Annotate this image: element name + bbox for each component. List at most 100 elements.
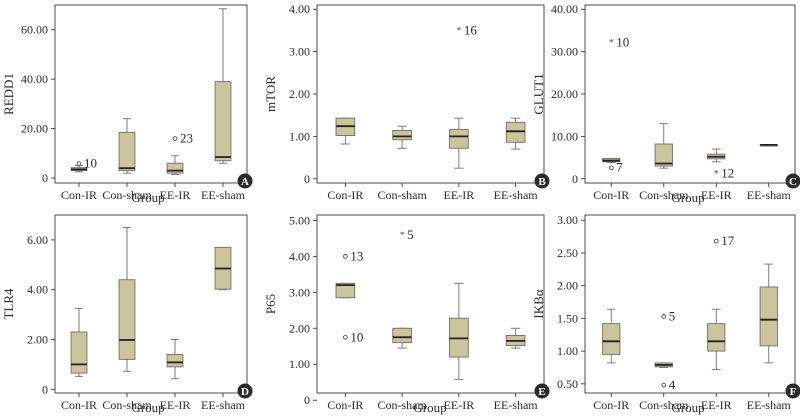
box-ee-ir bbox=[707, 148, 726, 163]
outlier-circle bbox=[661, 314, 667, 319]
plot-frame bbox=[54, 214, 248, 394]
y-tick-label: 4.00 bbox=[289, 249, 310, 263]
y-tick-label: 0 bbox=[304, 393, 310, 407]
x-tick-label: Con-sham bbox=[639, 188, 689, 202]
x-axis-label: Group bbox=[131, 400, 164, 415]
box-ee-sham bbox=[759, 263, 778, 364]
plot-frame bbox=[316, 4, 545, 184]
outlier-circle bbox=[343, 334, 348, 340]
panel-letter: C bbox=[789, 176, 797, 188]
iqr-box bbox=[392, 327, 412, 344]
iqr-box bbox=[449, 129, 469, 149]
box-con-sham bbox=[118, 226, 136, 372]
box-con-ir bbox=[335, 282, 356, 299]
y-tick-label: 2.50 bbox=[557, 246, 578, 260]
outlier-label: 5 bbox=[407, 227, 414, 242]
y-tick-label: 4.00 bbox=[27, 283, 48, 297]
outlier-label: 5 bbox=[669, 308, 676, 323]
box-con-sham bbox=[118, 118, 136, 174]
y-tick-label: 0.50 bbox=[557, 377, 578, 391]
panel-badge bbox=[785, 173, 800, 189]
box-con-ir bbox=[70, 165, 88, 173]
x-tick-label: Con-IR bbox=[61, 188, 97, 202]
x-tick-label: EE-IR bbox=[160, 398, 191, 412]
x-tick-label: Con-sham bbox=[102, 188, 152, 202]
x-tick-label: EE-sham bbox=[201, 188, 246, 202]
outlier-label: 7 bbox=[616, 160, 623, 175]
panel-letter: E bbox=[538, 386, 545, 398]
outlier-label: 10 bbox=[616, 34, 629, 49]
outlier-star: * bbox=[714, 168, 719, 178]
x-tick-label: Con-sham bbox=[102, 398, 152, 412]
outlier-label: 13 bbox=[350, 248, 363, 263]
box-ee-ir bbox=[166, 155, 184, 175]
y-axis-label: REDD1 bbox=[1, 73, 16, 115]
panel-badge bbox=[785, 383, 800, 399]
iqr-box bbox=[505, 121, 526, 143]
panel-letter: B bbox=[538, 176, 546, 188]
panel-letter: A bbox=[241, 176, 249, 188]
box-ee-ir bbox=[449, 117, 469, 169]
outlier-circle bbox=[713, 238, 719, 244]
y-tick-label: 40.00 bbox=[21, 72, 48, 86]
iqr-box bbox=[70, 331, 88, 374]
x-tick-label: Con-IR bbox=[61, 398, 97, 412]
box-ee-sham bbox=[505, 117, 526, 150]
box-ee-sham bbox=[214, 246, 232, 291]
y-tick-label: 60.00 bbox=[21, 23, 48, 37]
x-tick-label: Con-IR bbox=[593, 398, 629, 412]
box-con-ir bbox=[602, 308, 621, 364]
outlier-label: 23 bbox=[180, 131, 193, 146]
y-tick-label: 20.00 bbox=[21, 122, 48, 136]
plot-frame bbox=[54, 4, 248, 184]
box-con-ir bbox=[70, 307, 88, 377]
y-tick-label: 2.00 bbox=[289, 321, 310, 335]
panel-F: 0.50 1.00 1.50 2.00 2.50 3.00 IKBα Con-IR Con-sh… bbox=[531, 213, 800, 415]
y-tick-label: 3.00 bbox=[289, 45, 310, 59]
outlier-circle bbox=[172, 136, 178, 141]
outlier-label: 17 bbox=[721, 233, 735, 248]
plot-frame bbox=[584, 4, 796, 184]
box-con-sham bbox=[654, 362, 673, 368]
x-tick-label: EE-IR bbox=[444, 398, 475, 412]
y-tick-label: 3.00 bbox=[557, 213, 578, 227]
x-tick-label: Con-IR bbox=[327, 398, 363, 412]
iqr-box bbox=[118, 131, 136, 172]
y-tick-label: 1.00 bbox=[557, 344, 578, 358]
y-tick-label: 3.00 bbox=[289, 285, 310, 299]
x-tick-label: Con-IR bbox=[327, 188, 363, 202]
y-axis-label: GLUT1 bbox=[531, 73, 546, 114]
y-tick-label: 6.00 bbox=[27, 233, 48, 247]
box-con-ir bbox=[602, 157, 621, 164]
x-tick-label: EE-sham bbox=[494, 398, 539, 412]
x-tick-label: Con-sham bbox=[377, 398, 427, 412]
outlier-label: 16 bbox=[464, 22, 478, 37]
panel-letter: F bbox=[790, 386, 797, 398]
iqr-box bbox=[335, 282, 356, 299]
y-tick-label: 20.00 bbox=[551, 87, 578, 101]
y-tick-label: 5.00 bbox=[289, 213, 310, 227]
plot-frame bbox=[584, 214, 796, 394]
panel-badge bbox=[534, 383, 550, 399]
x-tick-label: Con-IR bbox=[593, 188, 629, 202]
box-ee-ir bbox=[449, 282, 469, 380]
box-ee-sham bbox=[505, 327, 526, 349]
y-tick-label: 2.00 bbox=[27, 332, 48, 346]
x-axis-label: Group bbox=[671, 400, 704, 415]
box-con-sham bbox=[392, 327, 412, 349]
iqr-box bbox=[118, 279, 136, 360]
iqr-box bbox=[392, 129, 412, 141]
y-tick-label: 0 bbox=[42, 382, 48, 396]
y-tick-label: 30.00 bbox=[551, 45, 578, 59]
y-tick-label: 1.00 bbox=[289, 357, 310, 371]
outlier-star: * bbox=[457, 25, 462, 35]
panel-badge bbox=[237, 173, 253, 189]
iqr-box bbox=[602, 323, 621, 355]
y-tick-label: 4.00 bbox=[289, 2, 310, 16]
box-con-ir bbox=[335, 117, 356, 145]
iqr-box bbox=[707, 323, 726, 352]
iqr-box bbox=[166, 353, 184, 368]
box-ee-sham bbox=[759, 143, 778, 147]
box-con-sham bbox=[392, 125, 412, 149]
